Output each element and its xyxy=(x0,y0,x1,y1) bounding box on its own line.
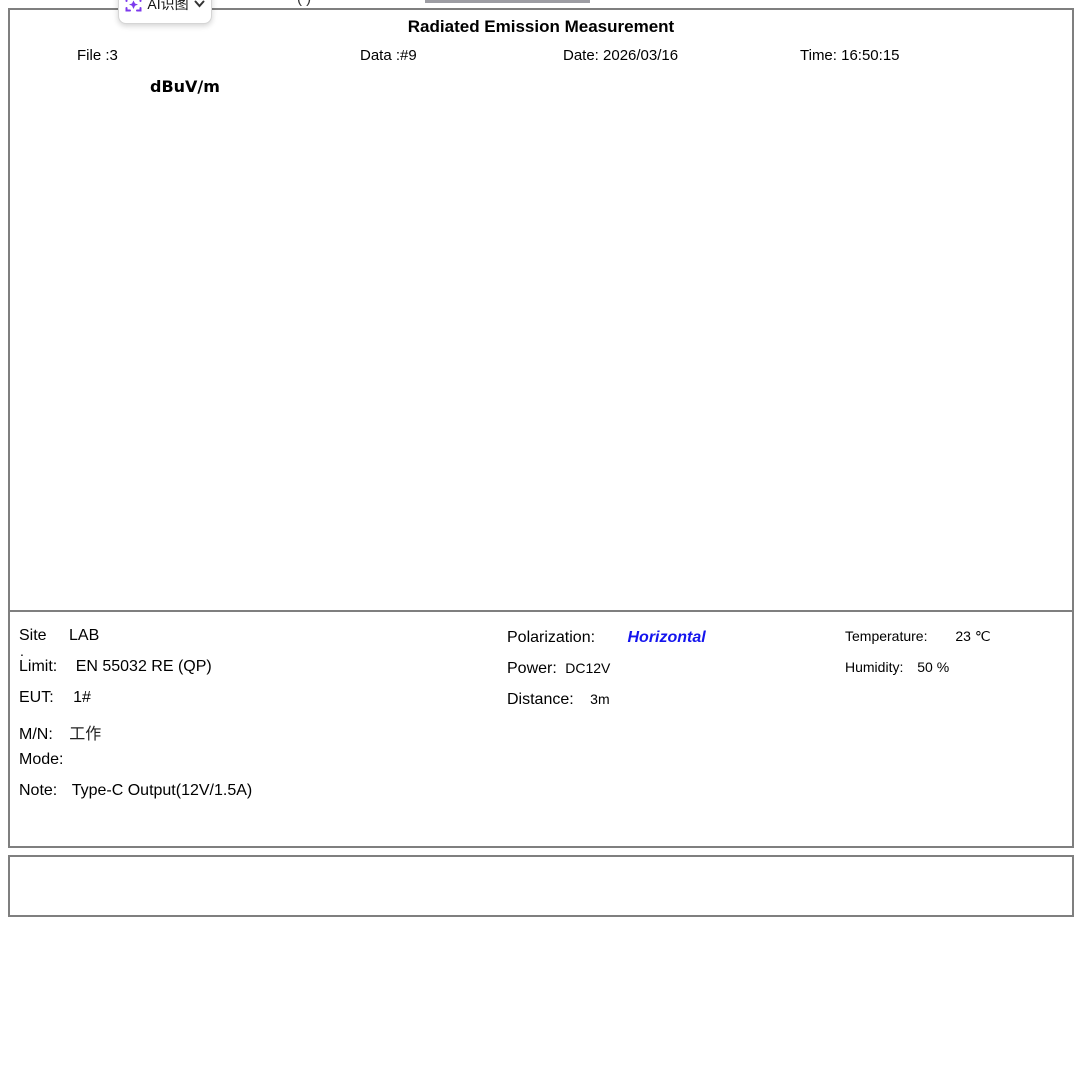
ai-scan-icon xyxy=(125,0,142,13)
ai-recognize-button[interactable]: AI识图 xyxy=(118,0,212,24)
limit-label: Limit: xyxy=(19,658,58,675)
temperature-value: 23 ℃ xyxy=(955,628,991,644)
time-field: Time: 16:50:15 xyxy=(800,47,900,64)
chevron-down-icon[interactable] xyxy=(194,0,205,8)
power-label: Power: xyxy=(507,660,557,677)
mode-label: Mode: xyxy=(19,751,64,768)
cropped-underline xyxy=(425,0,590,3)
power-value: DC12V xyxy=(565,660,611,676)
humidity-label: Humidity: xyxy=(845,659,904,675)
distance-label: Distance: xyxy=(507,691,574,708)
note-row: Note: Type-C Output(12V/1.5A) xyxy=(19,782,252,800)
site-info-panel xyxy=(8,612,1074,848)
humidity-value: 50 % xyxy=(917,659,950,675)
mn-label: M/N: xyxy=(19,726,53,743)
polarization-row: Polarization: Horizontal xyxy=(507,629,706,647)
y-axis-unit-label: dBuV/m xyxy=(150,77,220,96)
table-header-row xyxy=(9,856,1073,916)
cropped-text-fragment: ( ) xyxy=(297,0,311,7)
ai-button-label: AI识图 xyxy=(147,0,189,12)
eut-value: 1# xyxy=(73,689,91,706)
mode-row: Mode: xyxy=(19,751,75,769)
mn-row: M/N: 工作 xyxy=(19,720,101,744)
site-row: Site LAB xyxy=(19,627,99,645)
power-row: Power: DC12V xyxy=(507,660,610,678)
mn-value: 工作 xyxy=(69,726,102,743)
note-label: Note: xyxy=(19,782,58,799)
site-value: LAB xyxy=(69,627,100,644)
limit-value: EN 55032 RE (QP) xyxy=(75,658,212,675)
distance-row: Distance: 3m xyxy=(507,691,610,709)
site-label: Site xyxy=(19,627,47,644)
measurement-results-table xyxy=(8,855,1074,917)
temperature-row: Temperature: 23 ℃ xyxy=(845,628,991,645)
date-field: Date: 2026/03/16 xyxy=(563,47,679,64)
file-field: File :3 xyxy=(77,47,118,64)
polarization-label: Polarization: xyxy=(507,629,596,646)
chart-panel xyxy=(8,8,1074,612)
polarization-value: Horizontal xyxy=(627,629,706,646)
emission-spectrum-chart xyxy=(0,0,1082,625)
temperature-label: Temperature: xyxy=(845,628,928,644)
chart-title: Radiated Emission Measurement xyxy=(407,17,675,36)
note-value: Type-C Output(12V/1.5A) xyxy=(71,782,253,799)
eut-row: EUT: 1# xyxy=(19,689,91,707)
stray-dot: . xyxy=(20,643,24,659)
data-field: Data :#9 xyxy=(360,47,417,64)
humidity-row: Humidity: 50 % xyxy=(845,659,949,675)
distance-value: 3m xyxy=(590,691,610,707)
eut-label: EUT: xyxy=(19,689,54,706)
limit-row: Limit: EN 55032 RE (QP) xyxy=(19,658,212,676)
